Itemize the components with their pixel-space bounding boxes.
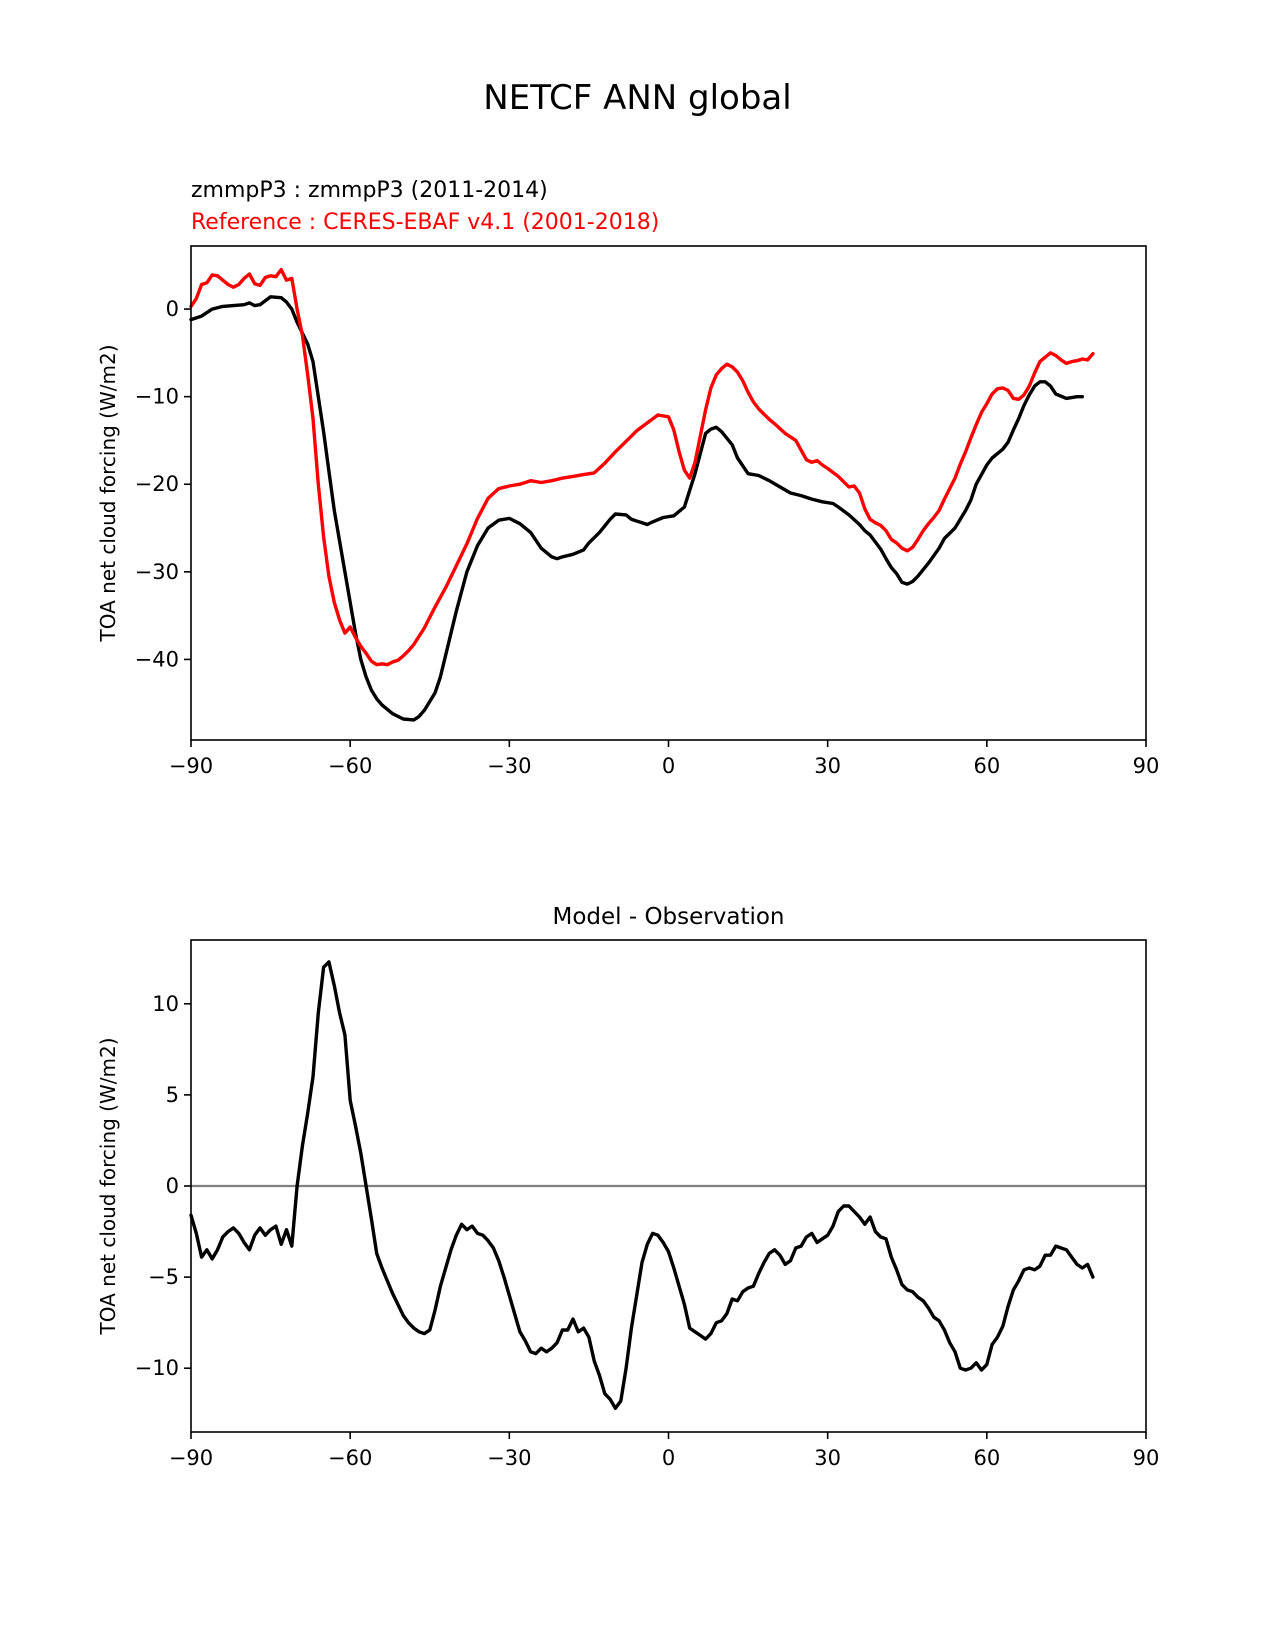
bottom-y-tick-label: −5: [148, 1265, 179, 1289]
top-x-tick-label: −90: [169, 754, 213, 778]
test-label: zmmpP3 : zmmpP3 (2011-2014): [191, 178, 548, 203]
top-x-tick-label: 60: [973, 754, 1000, 778]
bottom-y-tick-label: 10: [152, 992, 179, 1016]
bottom-y-axis-label: TOA net cloud forcing (W/m2): [96, 1037, 120, 1335]
bottom-x-tick-label: 90: [1133, 1446, 1160, 1470]
top-x-tick-label: 90: [1133, 754, 1160, 778]
top-y-tick-label: −10: [135, 385, 179, 409]
bottom-x-tick-label: −60: [328, 1446, 372, 1470]
suptitle: NETCF ANN global: [483, 78, 791, 118]
bottom-chart: Model - Observation TOA net cloud forcin…: [96, 904, 1159, 1470]
top-y-tick-label: −40: [135, 647, 179, 671]
top-x-tick-label: −60: [328, 754, 372, 778]
top-x-tick-label: 30: [814, 754, 841, 778]
bottom-difference-line: [189, 960, 1095, 1410]
top-chart: zmmpP3 : zmmpP3 (2011-2014) Reference : …: [96, 178, 1159, 778]
top-x-tick-label: −30: [487, 754, 531, 778]
bottom-x-tick-label: 60: [973, 1446, 1000, 1470]
bottom-x-tick-label: 0: [662, 1446, 675, 1470]
bottom-y-tick-label: 0: [166, 1174, 179, 1198]
top-reference-line: [189, 267, 1095, 667]
top-y-tick-label: −20: [135, 472, 179, 496]
top-y-axis-label: TOA net cloud forcing (W/m2): [96, 344, 120, 642]
bottom-y-tick-label: −10: [135, 1356, 179, 1380]
difference-title: Model - Observation: [552, 904, 784, 930]
reference-label: Reference : CERES-EBAF v4.1 (2001-2018): [191, 210, 659, 235]
bottom-x-tick-label: −30: [487, 1446, 531, 1470]
top-y-tick-label: −30: [135, 560, 179, 584]
bottom-x-tick-label: 30: [814, 1446, 841, 1470]
top-x-tick-label: 0: [662, 754, 675, 778]
top-model-line: [189, 295, 1084, 722]
bottom-y-tick-label: 5: [166, 1083, 179, 1107]
bottom-x-tick-label: −90: [169, 1446, 213, 1470]
top-y-tick-label: 0: [166, 297, 179, 321]
